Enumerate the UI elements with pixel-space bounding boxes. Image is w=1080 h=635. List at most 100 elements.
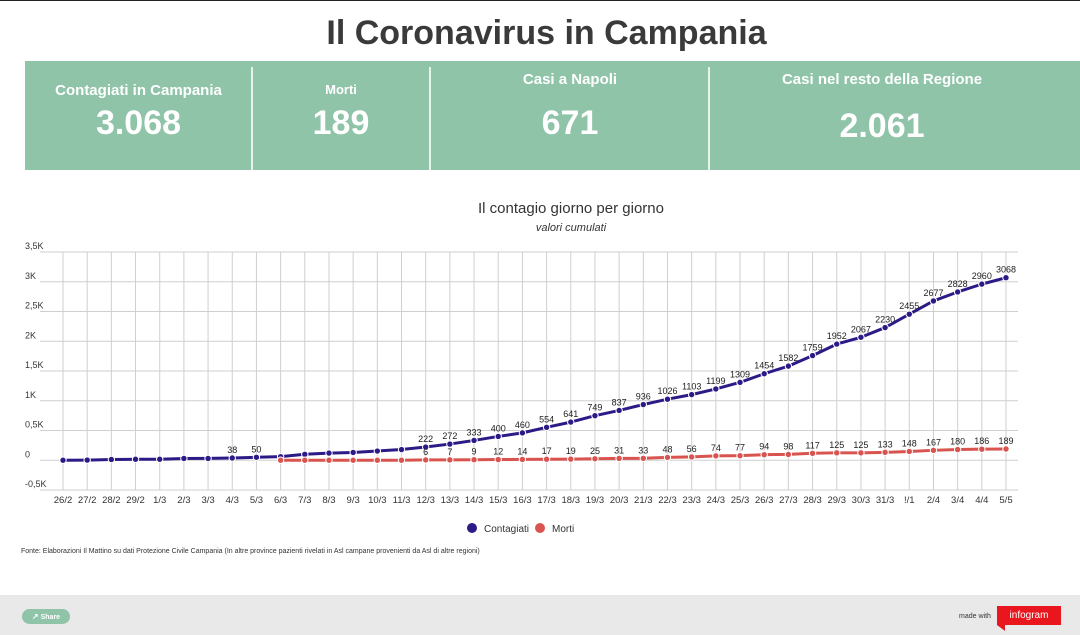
data-point-morti	[1002, 445, 1010, 453]
stat-morti: Morti 189	[253, 61, 429, 170]
x-tick-label: 29/3	[827, 495, 846, 506]
data-label-morti: 56	[687, 444, 697, 454]
y-tick-label: -0,5K	[25, 479, 47, 489]
data-label-morti: 117	[805, 440, 819, 450]
legend-item-contagiati[interactable]: Contagiati	[467, 523, 529, 535]
data-label-contagiati: 272	[442, 431, 457, 441]
data-point-contagiati	[446, 440, 454, 448]
x-tick-label: 4/3	[226, 495, 239, 506]
data-point-morti	[421, 456, 430, 464]
data-label-morti: 74	[711, 443, 721, 453]
data-label-morti: 94	[759, 442, 769, 452]
data-point-morti	[301, 456, 309, 464]
stat-value: 671	[541, 104, 599, 142]
made-with-text: made with	[959, 613, 991, 620]
x-tick-label: 18/3	[562, 495, 581, 506]
data-label-morti: 48	[662, 444, 672, 454]
x-tick-label: 9/3	[347, 495, 360, 506]
data-label-contagiati: 1199	[706, 376, 725, 386]
data-label-contagiati: 1759	[803, 343, 823, 353]
data-point-contagiati	[833, 340, 841, 348]
data-label-morti: 125	[829, 440, 844, 450]
data-point-contagiati	[252, 453, 261, 461]
data-point-contagiati	[639, 400, 648, 409]
series-line-contagiati	[62, 276, 1007, 462]
x-tick-label: 6/3	[274, 495, 287, 506]
data-point-morti	[736, 451, 744, 460]
data-point-contagiati	[808, 351, 817, 360]
data-label-contagiati: 222	[418, 434, 433, 444]
data-point-morti	[615, 454, 623, 463]
stat-resto-regione: Casi nel resto della Regione 2.061	[710, 61, 1054, 170]
stat-divider	[708, 67, 710, 170]
data-label-morti: 31	[614, 445, 624, 455]
data-point-morti	[712, 452, 720, 460]
data-point-contagiati	[397, 445, 406, 454]
stat-contagiati: Contagiati in Campania 3.068	[25, 61, 252, 170]
data-point-contagiati	[180, 454, 188, 463]
data-label-morti: 189	[998, 436, 1013, 446]
y-tick-label: 0	[25, 449, 30, 459]
data-point-contagiati	[591, 411, 599, 420]
data-point-morti	[276, 456, 285, 464]
stat-divider	[251, 67, 253, 170]
x-tick-label: 19/3	[586, 495, 605, 506]
legend-label: Contagiati	[484, 524, 530, 535]
logo-tail	[997, 625, 1005, 631]
data-label-contagiati: 400	[491, 423, 506, 433]
data-point-morti	[833, 449, 841, 457]
data-point-contagiati	[905, 310, 913, 318]
x-tick-label: 28/2	[102, 495, 121, 506]
data-point-contagiati	[156, 455, 164, 463]
stat-value: 189	[312, 104, 370, 142]
data-label-morti: 180	[950, 437, 965, 447]
data-label-morti: 148	[902, 438, 917, 448]
legend-item-morti[interactable]: Morti	[535, 523, 574, 535]
data-point-morti	[349, 456, 357, 464]
data-point-contagiati	[857, 333, 865, 341]
data-label-contagiati: 2067	[851, 324, 871, 334]
data-label-contagiati: 554	[539, 414, 554, 424]
y-tick-label: 0,5K	[25, 420, 44, 430]
y-tick-label: 3K	[25, 271, 36, 281]
x-tick-label: 3/3	[201, 495, 214, 506]
data-point-contagiati	[494, 432, 502, 441]
x-tick-label: 2/4	[927, 495, 940, 506]
y-tick-label: 1,5K	[25, 360, 44, 370]
data-point-morti	[784, 450, 793, 459]
x-tick-label: 8/3	[322, 495, 335, 506]
data-label-contagiati: 2828	[948, 279, 968, 289]
data-label-contagiati: 50	[251, 444, 261, 454]
x-tick-label: 22/3	[658, 495, 677, 506]
x-tick-label: 10/3	[368, 495, 387, 506]
footer-bar: ↗ Share made with infogram	[0, 595, 1080, 635]
stat-label: Casi a Napoli	[522, 71, 618, 88]
data-label-contagiati: 1103	[682, 382, 701, 392]
data-label-morti: 77	[735, 443, 745, 453]
data-point-morti	[446, 456, 454, 464]
data-label-contagiati: 2677	[923, 288, 943, 298]
data-point-contagiati	[978, 280, 986, 288]
stat-divider	[429, 67, 431, 170]
data-point-contagiati	[1002, 274, 1010, 282]
data-point-morti	[953, 445, 962, 454]
data-point-contagiati	[712, 385, 720, 393]
x-tick-label: 7/3	[298, 495, 311, 506]
data-point-morti	[978, 445, 986, 453]
data-point-morti	[325, 456, 333, 464]
data-point-morti	[905, 447, 913, 456]
x-tick-label: 27/2	[78, 495, 97, 506]
data-point-contagiati	[373, 447, 382, 455]
infogram-logo[interactable]: infogram	[997, 606, 1061, 625]
data-label-morti: 167	[926, 437, 941, 447]
share-button[interactable]: ↗ Share	[22, 609, 70, 624]
data-label-morti: 9	[472, 447, 477, 457]
y-tick-label: 2,5K	[25, 301, 44, 311]
x-tick-label: 12/3	[416, 495, 435, 506]
data-point-contagiati	[567, 418, 575, 426]
x-tick-label: 14/3	[465, 495, 484, 506]
y-tick-label: 1K	[25, 390, 36, 400]
data-label-contagiati: 749	[587, 403, 602, 413]
data-point-contagiati	[953, 288, 962, 296]
legend-label: Morti	[552, 524, 575, 535]
